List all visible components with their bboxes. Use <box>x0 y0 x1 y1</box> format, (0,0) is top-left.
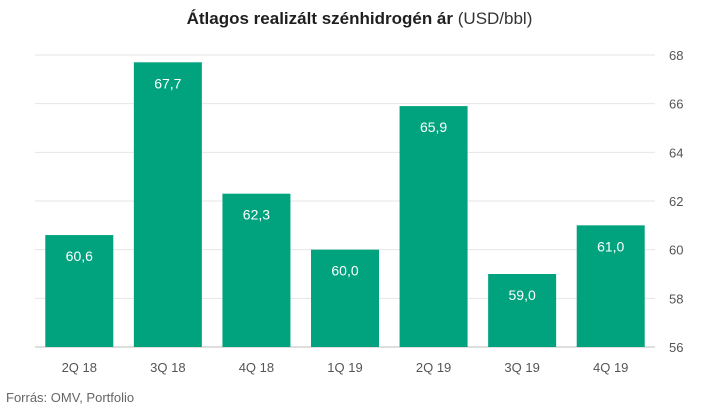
chart-title: Átlagos realizált szénhidrogén ár <box>186 9 454 28</box>
bar-4q-18 <box>222 193 291 347</box>
y-tick-label: 64 <box>669 145 683 160</box>
data-label: 62,3 <box>243 207 270 223</box>
bars <box>45 62 645 348</box>
chart-title-unit: (USD/bbl) <box>457 9 533 28</box>
bar-2q-19 <box>399 106 468 347</box>
source-note: Forrás: OMV, Portfolio <box>6 390 135 405</box>
x-tick-label: 2Q 19 <box>416 360 451 375</box>
bar-1q-19 <box>311 249 379 347</box>
y-tick-label: 60 <box>669 243 683 258</box>
x-tick-label: 3Q 18 <box>150 360 185 375</box>
y-tick-label: 66 <box>669 97 683 112</box>
y-tick-label: 56 <box>669 340 683 355</box>
x-axis-ticks: 2Q 18 3Q 18 4Q 18 1Q 19 2Q 19 3Q 19 4Q 19 <box>62 360 629 375</box>
bar-2q-18 <box>45 235 114 347</box>
x-tick-label: 3Q 19 <box>504 360 539 375</box>
y-axis-ticks: 56 58 60 62 64 66 68 <box>669 48 683 355</box>
bar-3q-19 <box>488 274 557 347</box>
x-tick-label: 2Q 18 <box>62 360 97 375</box>
x-tick-label: 1Q 19 <box>327 360 362 375</box>
data-labels: 60,6 67,7 62,3 60,0 65,9 59,0 61,0 <box>66 75 625 303</box>
data-label: 60,6 <box>66 248 93 264</box>
data-label: 67,7 <box>154 75 181 91</box>
data-label: 65,9 <box>420 119 447 135</box>
data-label: 60,0 <box>331 263 358 279</box>
bar-3q-18 <box>133 62 202 348</box>
x-tick-label: 4Q 19 <box>593 360 628 375</box>
chart-title-line: Átlagos realizált szénhidrogén ár (USD/b… <box>0 8 719 30</box>
y-tick-label: 68 <box>669 48 683 63</box>
data-label: 59,0 <box>509 287 536 303</box>
data-label: 61,0 <box>597 238 624 254</box>
x-tick-label: 4Q 18 <box>239 360 274 375</box>
bar-4q-19 <box>576 225 645 347</box>
y-tick-label: 58 <box>669 291 683 306</box>
y-tick-label: 62 <box>669 194 683 209</box>
